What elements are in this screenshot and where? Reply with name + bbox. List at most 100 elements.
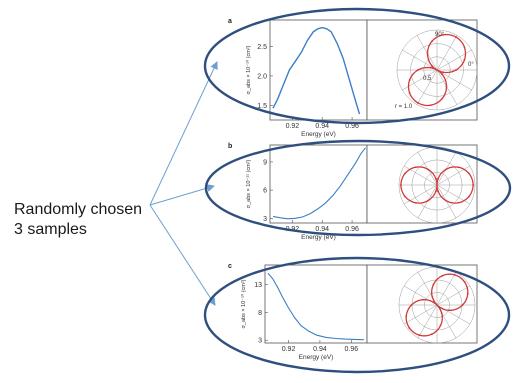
arrow-to-sample-3 (149, 204, 216, 306)
polar-point (417, 102, 419, 104)
sample-highlight-ellipse (204, 139, 512, 237)
polar-scale-label: r = 1.0 (395, 104, 413, 110)
polar-point (421, 298, 424, 301)
polar-point (438, 306, 441, 308)
y-tick-label: 1.5 (257, 103, 267, 110)
x-tick-label: 0.92 (286, 123, 300, 130)
x-tick-label: 0.94 (315, 123, 329, 130)
polar-point (417, 69, 419, 71)
polar-plot-frame (366, 144, 478, 224)
polar-point (414, 166, 417, 169)
polar-point (431, 40, 433, 43)
polar-radius-label: 0.5 (423, 76, 432, 82)
polar-point (441, 274, 444, 277)
polar-point (453, 273, 456, 276)
polar-point (445, 168, 447, 171)
y-tick-label: 6 (263, 188, 267, 195)
x-axis-label: Energy (eV) (301, 131, 336, 138)
arrow-to-sample-1 (149, 61, 218, 206)
spectrum-plot-frame (269, 19, 368, 121)
polar-point (467, 195, 470, 198)
polar-point (435, 190, 437, 193)
caption-line-1: Randomly chosen (14, 201, 143, 218)
polar-point (400, 184, 402, 186)
polar-point (418, 334, 421, 337)
y-tick-label: 2.0 (257, 73, 267, 80)
arrow-to-sample-2 (149, 184, 215, 206)
polar-plot (398, 266, 476, 344)
polar-point (461, 304, 464, 306)
polar-point (432, 283, 435, 286)
x-tick-label: 0.92 (282, 346, 296, 353)
polar-point (467, 172, 470, 175)
polar-point (455, 36, 457, 38)
x-tick-label: 0.94 (315, 226, 329, 233)
polar-point (439, 324, 442, 327)
polar-point (408, 327, 411, 330)
y-tick-label: 2.5 (257, 44, 267, 51)
y-tick-label: 3 (258, 338, 262, 345)
polar-point (442, 33, 445, 36)
x-tick-label: 0.96 (345, 123, 359, 130)
x-axis-label: Energy (eV) (299, 354, 334, 361)
polar-point (414, 201, 417, 204)
polar-point (445, 199, 447, 202)
caption: Randomly chosen 3 samples (14, 200, 142, 240)
y-axis-label: σ_abs × 10⁻¹¹ (cm²) (246, 160, 252, 209)
polar-point (457, 166, 460, 169)
y-tick-label: 8 (258, 310, 262, 317)
polar-point (405, 315, 408, 318)
polar-point (404, 172, 407, 175)
sample-panel-c: c 0.92 0.94 0.96 3 8 13 Energy (eV) σ_abs × 10⁻¹… (203, 256, 511, 374)
polar-point (426, 52, 429, 55)
polar-point (450, 309, 453, 312)
panel-label: a (228, 18, 232, 25)
y-tick-label: 3 (263, 216, 267, 223)
polar-point (404, 195, 407, 198)
x-tick-label: 0.94 (313, 346, 327, 353)
polar-point (408, 92, 411, 94)
polar-point (408, 79, 411, 81)
sample-highlight-ellipse (203, 256, 511, 374)
y-tick-label: 9 (263, 159, 267, 166)
polar-point (435, 177, 437, 180)
spectrum-line (272, 26, 361, 115)
x-axis-label: Energy (eV) (301, 234, 336, 241)
polar-point (472, 184, 474, 186)
polar-angle-label-0: 0° (468, 62, 474, 68)
polar-point (441, 97, 443, 100)
polar-point (455, 69, 457, 71)
polar-point (427, 199, 429, 202)
polar-point (410, 304, 413, 306)
polar-point (431, 296, 434, 298)
x-tick-label: 0.96 (345, 226, 359, 233)
polar-point (463, 46, 466, 48)
polar-point (433, 302, 436, 304)
polar-point (430, 333, 433, 336)
polar-plot-frame (366, 264, 478, 344)
spectrum-plot-frame (269, 144, 368, 224)
spectrum-line (267, 273, 364, 341)
polar-point (445, 85, 448, 88)
polar-point (429, 104, 432, 107)
polar-point (437, 177, 439, 180)
y-axis-label: σ_abs × 10⁻¹⁰ (cm²) (245, 45, 252, 94)
x-tick-label: 0.96 (344, 346, 358, 353)
polar-point (440, 312, 443, 314)
sample-panel-a: a 0.92 0.94 0.96 1.5 2.0 2.5 Energy (eV) σ_abs ×… (203, 7, 511, 138)
polar-point (457, 201, 460, 204)
polar-point (437, 190, 439, 193)
polar-point (431, 64, 433, 67)
polar-point (463, 280, 466, 283)
polar-point (429, 66, 432, 69)
polar-point (441, 73, 443, 76)
polar-point (442, 71, 445, 74)
polar-angle-label-90: 90° (435, 32, 445, 38)
y-tick-label: 13 (254, 282, 262, 289)
sample-highlight-ellipse (203, 7, 511, 125)
spectrum-plot-frame (264, 264, 368, 344)
caption-line-2: 3 samples (14, 221, 87, 238)
spectrum-line (272, 147, 366, 220)
